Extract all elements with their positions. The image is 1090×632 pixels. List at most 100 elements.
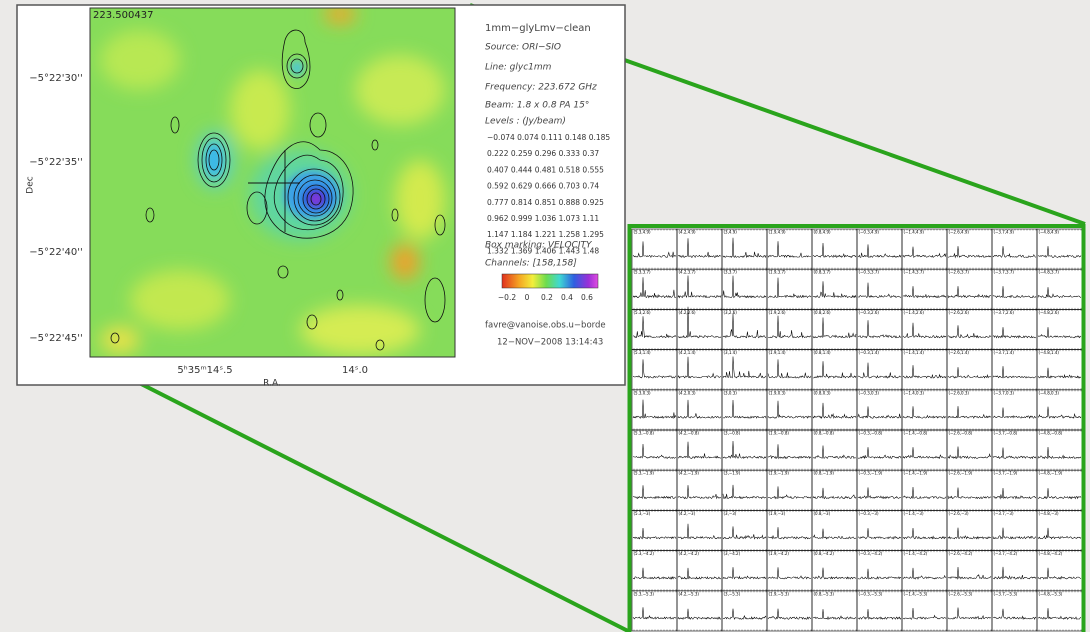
panel-label: (3,4.9) <box>724 230 738 235</box>
spectrum-trace <box>632 607 677 620</box>
y-axis-title: Dec <box>26 176 36 193</box>
panel-ticks <box>993 309 1037 350</box>
spectrum-trace <box>902 567 947 580</box>
spectrum-trace <box>857 609 902 620</box>
panel-label: (1.9,4.9) <box>769 230 787 235</box>
panel-ticks <box>993 470 1037 511</box>
panel-ticks <box>903 309 947 350</box>
panel-label: (−2.6,0.3) <box>949 390 970 395</box>
panel-ticks <box>1038 470 1082 511</box>
panel-label: (5.3,−0.8) <box>634 431 655 436</box>
panel-label: (−3.7,−3) <box>994 511 1014 516</box>
spectrum-trace <box>1037 446 1082 460</box>
spectrum-trace <box>722 526 767 540</box>
spectrum-trace <box>902 246 947 259</box>
panel-ticks <box>948 470 992 511</box>
spectrum-trace <box>857 406 902 419</box>
spectrum-trace <box>858 447 902 460</box>
panel-ticks <box>903 430 947 471</box>
panel-label: (0.8,1.4) <box>814 350 832 355</box>
spectra-figure: (5.3,4.9) (4.2,4.9) (3,4.9) (1.9,4.9) (0.8,4… <box>627 224 1086 632</box>
panel-label: (−3.7,0.3) <box>994 390 1015 395</box>
spectrum-trace <box>857 528 902 540</box>
panel-ticks <box>948 550 992 591</box>
panel-label: (−4.8,0.3) <box>1039 390 1060 395</box>
panel-ticks <box>768 309 812 350</box>
panel-label: (−3.7,4.9) <box>994 230 1015 235</box>
spectrum-trace <box>813 445 856 459</box>
spectrum-trace <box>1037 287 1082 299</box>
panel-label: (−1.4,3.7) <box>904 270 925 275</box>
panel-ticks <box>768 389 812 430</box>
info-title: 1mm−glyLmv−clean <box>485 23 591 34</box>
panel-label: (1.9,−1.9) <box>769 471 790 476</box>
spectrum-trace <box>992 527 1037 540</box>
spectrum-trace <box>677 485 722 500</box>
spectrum-trace <box>1037 367 1082 379</box>
panel-ticks <box>678 389 722 430</box>
spectrum-trace <box>722 608 767 620</box>
spectrum-trace <box>677 523 722 540</box>
panel-label: (−2.6,−5.3) <box>949 591 973 596</box>
spectrum-trace <box>947 286 992 299</box>
spectrum-trace <box>632 241 677 259</box>
panel-label: (−1.4,−1.9) <box>904 471 928 476</box>
spectrum-trace <box>992 447 1037 460</box>
info-source: Source: ORI−SIO <box>485 43 561 53</box>
level-row: 0.222 0.259 0.296 0.333 0.37 <box>487 149 599 158</box>
panel-label: (5.3,−4.2) <box>634 551 655 556</box>
panel-ticks <box>633 430 677 471</box>
plot-frame <box>89 7 456 358</box>
spectrum-trace <box>1037 527 1082 540</box>
info-frequency: Frequency: 223.672 GHz <box>485 83 597 93</box>
panel-label: (1.9,−5.3) <box>769 591 790 596</box>
panel-label: (3,−4.2) <box>724 551 741 556</box>
panel-ticks <box>1038 590 1082 631</box>
panel-ticks <box>948 269 992 310</box>
panel-label: (−1.4,2.6) <box>904 310 925 315</box>
panel-ticks <box>948 229 992 270</box>
panel-ticks <box>1038 349 1082 390</box>
panel-ticks <box>813 550 857 591</box>
panel-ticks <box>813 510 857 551</box>
panel-ticks <box>993 430 1037 471</box>
colorbar-tick-label: 0.4 <box>561 293 573 302</box>
panel-label: (4.2,−1.9) <box>679 471 700 476</box>
panel-ticks <box>1038 229 1082 270</box>
spectrum-trace <box>1037 608 1082 620</box>
panel-label: (1.9,1.4) <box>769 350 787 355</box>
map-image <box>90 8 455 357</box>
panel-label: (−1.4,0.3) <box>904 390 925 395</box>
panel-label: (3,−5.3) <box>724 591 741 596</box>
panel-label: (4.2,1.4) <box>679 350 697 355</box>
panel-label: (0.8,−3) <box>814 511 831 516</box>
panel-ticks <box>768 470 812 511</box>
panel-ticks <box>633 229 677 270</box>
spectrum-trace <box>632 316 677 339</box>
panel-label: (−1.4,4.9) <box>904 230 925 235</box>
spectrum-trace <box>767 527 812 540</box>
level-row: 1.332 1.369 1.406 1.443 1.48 <box>487 246 599 255</box>
panel-ticks <box>858 550 902 591</box>
spectrum-trace <box>1037 488 1082 500</box>
panel-label: (−1.4,1.4) <box>904 350 925 355</box>
spectrum-trace <box>992 487 1037 500</box>
panel-label: (−2.6,4.9) <box>949 230 970 235</box>
panel-label: (1.9,2.6) <box>769 310 787 315</box>
spectrum-trace <box>722 484 767 500</box>
panel-ticks <box>678 510 722 551</box>
panel-ticks <box>1038 550 1082 591</box>
panel-label: (1.9,0.3) <box>769 390 787 395</box>
panel-ticks <box>633 309 677 350</box>
spectrum-trace <box>767 444 812 460</box>
panel-label: (−2.6,−4.2) <box>949 551 973 556</box>
panel-label: (−2.6,−1.9) <box>949 471 973 476</box>
zoom-line <box>89 356 631 632</box>
colorbar-tick-label: 0 <box>525 293 530 302</box>
map-figure: 223.500437 −5°22'30'' −5°22'35'' −5°22'4… <box>16 4 626 389</box>
panel-ticks <box>723 309 767 350</box>
spectrum-trace <box>677 356 721 379</box>
level-row: 0.592 0.629 0.666 0.703 0.74 <box>487 182 599 191</box>
panel-label: (0.8,−1.9) <box>814 471 835 476</box>
panel-ticks <box>813 309 857 350</box>
